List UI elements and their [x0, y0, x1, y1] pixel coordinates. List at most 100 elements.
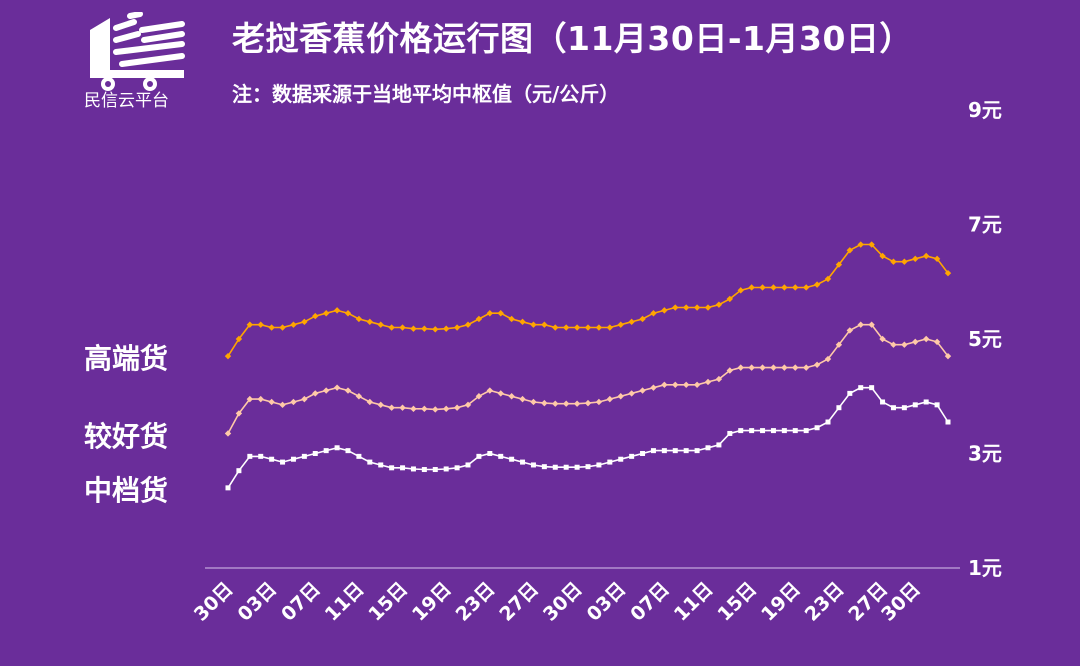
series-line-0	[227, 243, 949, 357]
data-point	[890, 258, 897, 265]
data-point	[923, 399, 929, 405]
data-point	[333, 384, 341, 391]
x-tick-label: 11日	[670, 578, 718, 626]
data-point	[596, 462, 602, 468]
data-point	[661, 381, 668, 388]
data-point	[562, 400, 570, 407]
data-point	[388, 324, 395, 331]
data-point	[770, 428, 776, 434]
data-point	[694, 448, 700, 454]
data-point	[890, 341, 897, 348]
data-point	[944, 352, 952, 360]
data-point	[857, 241, 864, 248]
series-label: 中档货	[84, 474, 168, 507]
data-point	[661, 307, 668, 314]
chart-note: 注：数据采源于当地平均中枢值（元/公斤）	[232, 82, 620, 106]
data-point	[879, 335, 886, 343]
data-point	[279, 401, 286, 409]
data-point	[377, 321, 384, 328]
data-point	[465, 462, 471, 468]
data-point	[367, 459, 373, 465]
data-point	[443, 466, 449, 472]
data-point	[355, 393, 363, 400]
x-tick-label: 30日	[877, 578, 925, 626]
data-point	[410, 405, 417, 413]
data-point	[737, 287, 744, 294]
data-point	[509, 456, 515, 462]
data-point	[912, 402, 918, 408]
data-point	[770, 284, 777, 291]
data-point	[334, 445, 340, 451]
data-point	[617, 393, 624, 400]
data-point	[770, 364, 777, 371]
truck-logo-icon	[90, 12, 185, 91]
data-point	[835, 261, 843, 268]
data-point	[705, 445, 711, 451]
data-point	[869, 385, 875, 391]
data-point	[498, 453, 504, 459]
data-point	[399, 324, 406, 331]
data-point	[933, 338, 941, 346]
x-tick-label: 19日	[408, 578, 456, 626]
data-point	[475, 315, 483, 323]
data-point	[693, 304, 701, 311]
data-point	[258, 453, 264, 459]
data-point	[781, 284, 788, 291]
data-point	[508, 315, 515, 323]
data-point	[520, 459, 526, 465]
data-point	[912, 255, 919, 263]
data-point	[683, 448, 689, 454]
data-point	[868, 241, 875, 248]
data-point	[280, 459, 286, 465]
x-tick-label: 30日	[539, 578, 587, 626]
data-point	[487, 451, 493, 456]
data-point	[377, 401, 384, 409]
data-point	[749, 428, 755, 434]
data-point	[803, 428, 809, 434]
data-point	[235, 410, 243, 417]
data-point	[421, 467, 427, 473]
data-point	[737, 364, 744, 371]
data-point	[464, 401, 472, 409]
data-point	[562, 324, 570, 331]
series-line-1	[227, 323, 949, 434]
data-point	[541, 399, 548, 407]
data-point	[922, 335, 930, 343]
data-point	[388, 404, 395, 411]
logo-text: 民信云平台	[84, 91, 169, 111]
data-point	[715, 375, 723, 383]
data-point	[781, 428, 787, 434]
data-point	[268, 398, 275, 406]
data-point	[650, 310, 657, 317]
data-point	[552, 324, 559, 331]
data-point	[432, 406, 439, 413]
data-point	[247, 453, 253, 459]
series-label: 高端货	[84, 342, 168, 375]
x-tick-label: 11日	[321, 578, 369, 626]
y-tick-label: 9元	[968, 98, 1002, 122]
x-tick-label: 15日	[364, 578, 412, 626]
data-point	[236, 468, 242, 474]
data-point	[704, 304, 712, 311]
data-point	[497, 310, 504, 317]
data-point	[640, 451, 646, 456]
data-point	[945, 419, 951, 425]
data-point	[934, 402, 940, 408]
data-point	[813, 281, 821, 288]
data-point	[497, 390, 504, 397]
data-point	[912, 338, 919, 346]
data-point	[530, 398, 537, 406]
data-point	[486, 310, 494, 317]
data-point	[824, 355, 832, 363]
data-point	[224, 430, 232, 437]
data-point	[715, 301, 723, 308]
data-point	[836, 405, 842, 411]
data-point	[268, 324, 275, 331]
data-point	[672, 448, 678, 454]
data-point	[399, 404, 406, 411]
data-point	[410, 325, 417, 332]
data-point	[847, 390, 853, 396]
data-point	[432, 467, 438, 473]
data-point	[606, 395, 614, 403]
